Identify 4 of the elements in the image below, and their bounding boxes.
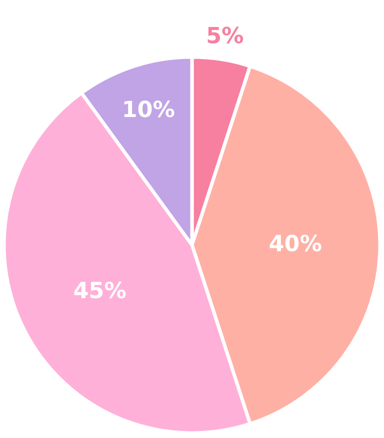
data-label: 45% <box>74 282 126 298</box>
data-label: 5% <box>208 26 244 44</box>
data-label: 40% <box>270 234 322 252</box>
data-label: 10% <box>124 100 174 118</box>
